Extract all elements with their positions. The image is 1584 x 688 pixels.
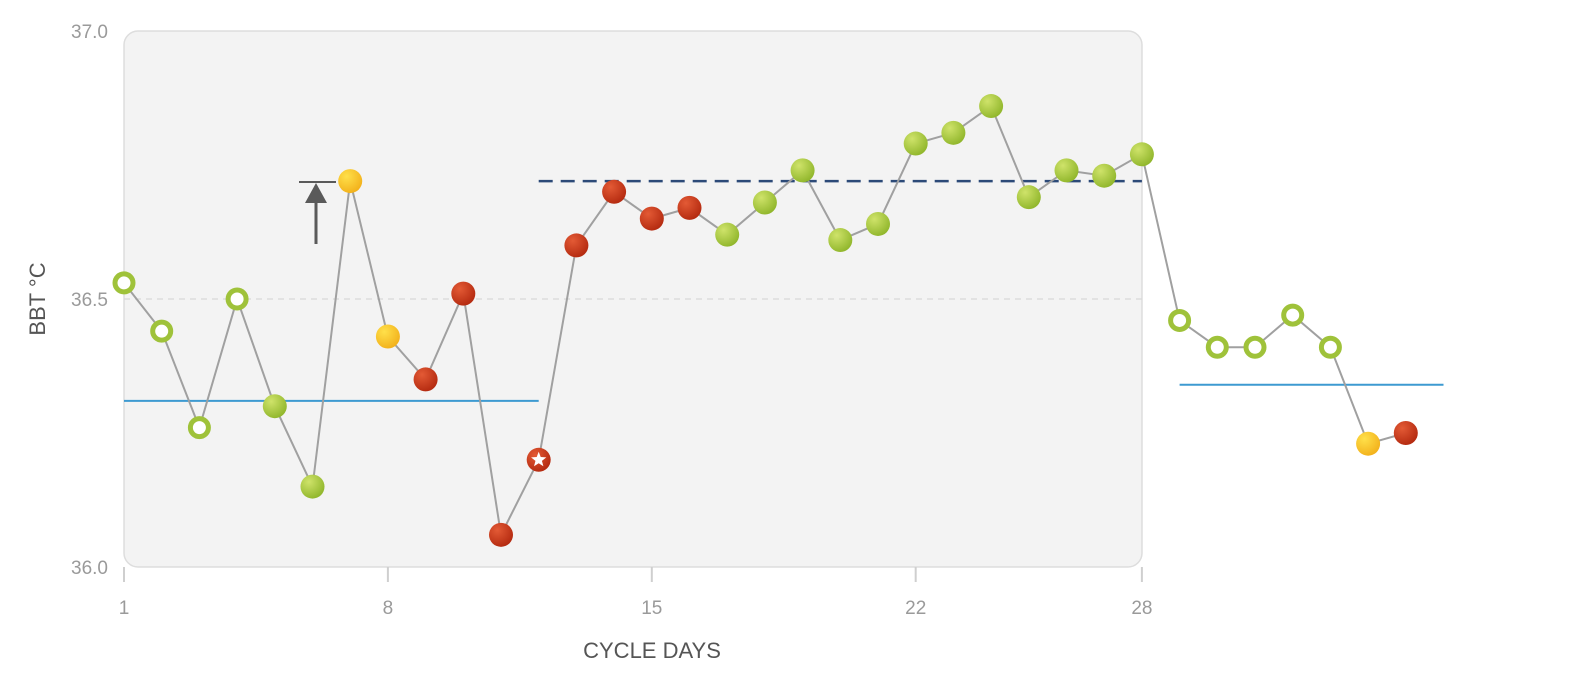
data-point-red	[602, 179, 627, 204]
data-point-green	[903, 131, 928, 156]
reference-lines	[124, 179, 1444, 402]
data-point-green	[828, 228, 853, 253]
data-point-red	[413, 367, 438, 392]
data-point-open	[225, 287, 249, 311]
x-tick-label: 8	[383, 598, 394, 619]
data-point-red	[1393, 421, 1418, 445]
data-point-green	[752, 190, 777, 215]
data-point-green	[300, 474, 325, 499]
rise-arrow-icon	[299, 181, 336, 244]
data-point-green	[866, 211, 890, 236]
x-axis-title: CYCLE DAYS	[583, 638, 721, 663]
x-tick-label: 22	[905, 598, 926, 619]
data-point-open	[1281, 303, 1305, 327]
data-point-yellow	[375, 324, 400, 349]
data-point-open	[1168, 308, 1192, 332]
data-point-open	[112, 271, 136, 295]
data-point-green	[1054, 158, 1079, 183]
data-point-open	[1318, 335, 1342, 359]
x-tick-label: 28	[1131, 598, 1152, 619]
y-tick-label: 37.0	[71, 22, 108, 43]
data-points	[112, 94, 1418, 547]
y-axis-title: BBT °C	[25, 262, 50, 335]
data-point-yellow	[1356, 431, 1381, 456]
data-point-open	[150, 319, 174, 343]
data-point-green	[941, 120, 966, 145]
x-tick-label: 15	[641, 598, 662, 619]
data-point-red	[639, 206, 664, 231]
data-point-green	[1129, 142, 1154, 167]
data-point-red	[677, 195, 702, 220]
data-point-yellow	[338, 169, 363, 194]
x-tick-label: 1	[119, 598, 130, 619]
y-tick-label: 36.5	[71, 290, 108, 311]
star-icon	[531, 451, 547, 467]
data-point-red	[564, 233, 589, 258]
data-point-green	[1092, 163, 1117, 188]
data-point-star	[526, 447, 551, 472]
data-point-red	[489, 522, 513, 547]
data-point-green	[979, 94, 1004, 119]
y-tick-label: 36.0	[71, 558, 108, 579]
data-point-green	[715, 222, 740, 247]
data-point-green	[262, 394, 287, 419]
data-point-green	[790, 158, 815, 183]
data-point-green	[1016, 185, 1041, 210]
data-point-open	[187, 416, 211, 440]
data-point-open	[1243, 335, 1267, 359]
axes: 1 8 15 22 28 37.0 36.5 36.0	[71, 22, 1152, 619]
data-point-open	[1205, 335, 1229, 359]
data-point-red	[451, 281, 476, 306]
